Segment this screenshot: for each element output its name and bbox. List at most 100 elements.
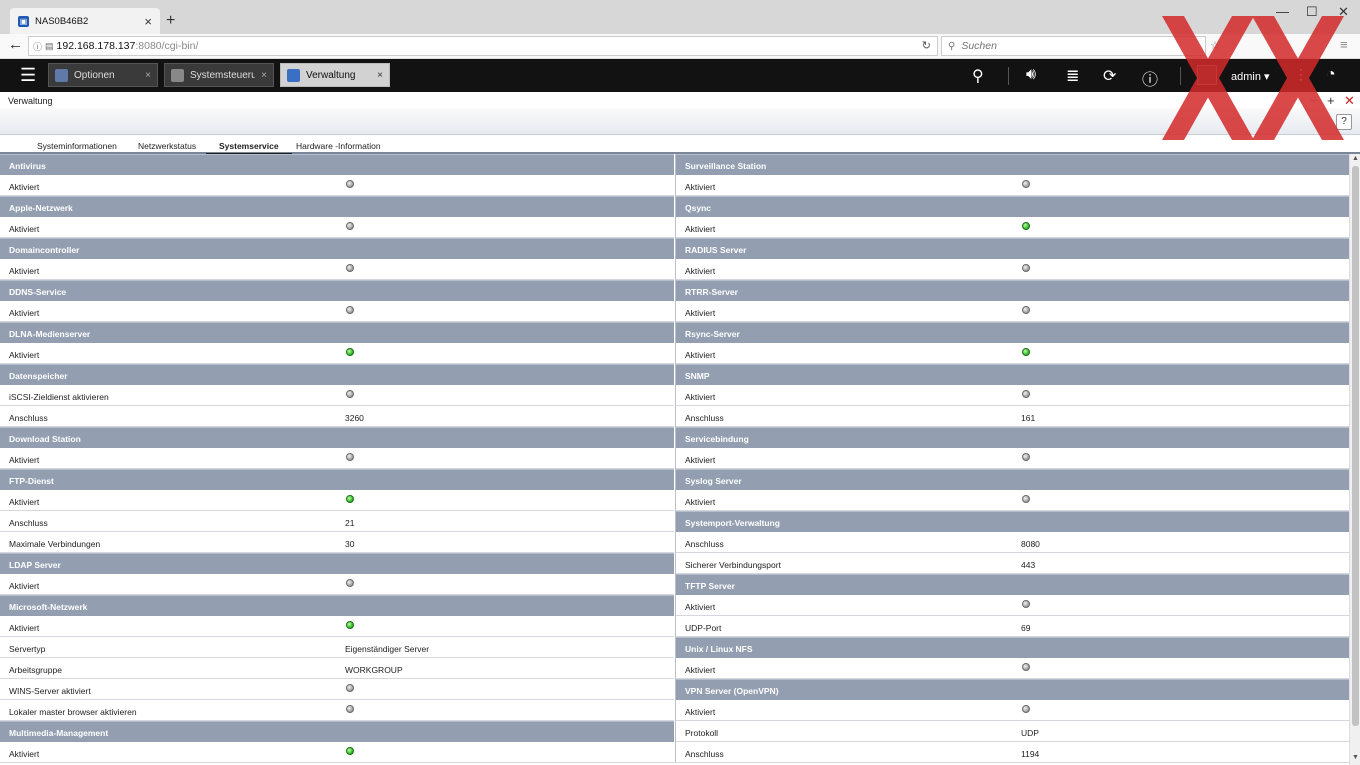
status-on-icon [346, 348, 354, 356]
status-off-icon [1022, 306, 1030, 314]
url-bar[interactable]: ⓘ ▤ 192.168.178.137 :8080/cgi-bin/ ↻ [28, 36, 938, 56]
row-label: Anschluss [685, 749, 724, 759]
row-value: 21 [345, 518, 355, 528]
avatar[interactable] [1197, 65, 1217, 85]
row-label: Aktiviert [9, 224, 40, 234]
section-header-dlna-medienserver: DLNA-Medienserver [0, 322, 674, 343]
app-tab-label: Optionen [74, 69, 115, 81]
tab-netzwerkstatus[interactable]: Netzwerkstatus [138, 141, 197, 151]
status-off-icon [346, 579, 354, 587]
section-header-radius-server: RADIUS Server [676, 238, 1349, 259]
service-row: Aktiviert [0, 301, 674, 322]
status-off-icon [1022, 453, 1030, 461]
status-on-icon [1022, 348, 1030, 356]
tab-hardware-information[interactable]: Hardware -Information [296, 141, 381, 151]
scroll-thumb[interactable] [1352, 166, 1359, 726]
scroll-down-arrow-icon[interactable]: ▼ [1352, 754, 1359, 761]
service-row: Anschluss 21 [0, 511, 674, 532]
subtab-bar: Systeminformationen Netzwerkstatus Syste… [0, 136, 1360, 155]
service-row: Arbeitsgruppe WORKGROUP [0, 658, 674, 679]
browser-tab[interactable]: ▣ NAS0B46B2 × [10, 8, 160, 34]
app-tab-label: Verwaltung [306, 69, 356, 81]
service-row: Aktiviert [0, 574, 674, 595]
vertical-scrollbar[interactable]: ▲ ▼ [1349, 154, 1360, 765]
status-off-icon [1022, 663, 1030, 671]
window-close-icon[interactable]: ✕ [1338, 4, 1349, 19]
section-header-datenspeicher: Datenspeicher [0, 364, 674, 385]
row-label: Protokoll [685, 728, 719, 738]
bookmark-star-icon[interactable]: ☆ [1210, 40, 1220, 52]
section-header-antivirus: Antivirus [0, 154, 674, 175]
row-label: Anschluss [9, 413, 48, 423]
status-off-icon [346, 453, 354, 461]
search-icon: ⚲ [948, 40, 956, 52]
url-path: :8080/cgi-bin/ [135, 40, 199, 52]
section-header-qsync: Qsync [676, 196, 1349, 217]
hamburger-icon[interactable]: ☰ [20, 65, 37, 85]
tab-systemservice[interactable]: Systemservice [206, 141, 292, 155]
search-bar[interactable]: ⚲ [941, 36, 1206, 56]
close-icon[interactable]: × [377, 69, 383, 81]
row-label: Aktiviert [9, 623, 40, 633]
close-tab-icon[interactable]: × [144, 13, 152, 29]
volume-icon[interactable]: 🔊︎ [1026, 66, 1037, 83]
section-header-ldap-server: LDAP Server [0, 553, 674, 574]
section-header-systemport-verwaltung: Systemport-Verwaltung [676, 511, 1349, 532]
service-row: Anschluss 1194 [676, 742, 1349, 763]
back-arrow-icon[interactable]: ← [8, 36, 23, 53]
browser-menu-icon[interactable]: ≡ [1340, 37, 1348, 52]
row-label: Aktiviert [9, 581, 40, 591]
info-icon[interactable]: ⓘ [1142, 72, 1159, 89]
service-row: UDP-Port 69 [676, 616, 1349, 637]
service-row: Protokoll UDP [676, 721, 1349, 742]
dashboard-icon[interactable]: ◔ [1326, 66, 1336, 83]
service-row: Aktiviert [676, 259, 1349, 280]
service-row: Aktiviert [676, 343, 1349, 364]
close-icon[interactable]: × [261, 69, 267, 81]
row-value: 69 [1021, 623, 1031, 633]
close-icon[interactable]: ✕ [1344, 93, 1355, 108]
help-icon[interactable]: ? [1336, 114, 1352, 130]
browser-toolbar: ← ⓘ ▤ 192.168.178.137 :8080/cgi-bin/ ↻ ⚲… [0, 34, 1360, 59]
app-tab-optionen[interactable]: Optionen × [48, 63, 158, 87]
scroll-up-arrow-icon[interactable]: ▲ [1352, 155, 1359, 162]
status-off-icon [346, 222, 354, 230]
window-maximize-icon[interactable]: ☐ [1306, 4, 1318, 19]
minimize-icon[interactable]: − [1310, 93, 1318, 108]
row-label: Aktiviert [9, 182, 40, 192]
section-header-ddns-service: DDNS-Service [0, 280, 674, 301]
window-minimize-icon[interactable]: — [1276, 4, 1289, 19]
row-label: Anschluss [685, 413, 724, 423]
sync-icon[interactable]: ⟳ [1103, 68, 1117, 85]
browser-tab-title: NAS0B46B2 [35, 15, 89, 27]
reload-icon[interactable]: ↻ [921, 40, 931, 52]
service-row: Anschluss 8080 [676, 532, 1349, 553]
service-list: Antivirus Aktiviert Apple-Netzwerk Aktivier… [0, 154, 1349, 765]
row-value: UDP [1021, 728, 1039, 738]
app-tab-verwaltung[interactable]: Verwaltung × [280, 63, 390, 87]
service-row: Anschluss 161 [676, 406, 1349, 427]
browser-search-input[interactable] [961, 40, 1162, 52]
row-label: Aktiviert [9, 308, 40, 318]
page-icon: ▤ [45, 40, 54, 51]
row-label: Aktiviert [685, 266, 716, 276]
app-tab-label: Systemsteueru... [190, 69, 256, 81]
app-tab-systemsteuerung[interactable]: Systemsteueru... × [164, 63, 274, 87]
section-header-surveillance-station: Surveillance Station [676, 154, 1349, 175]
close-icon[interactable]: × [145, 69, 151, 81]
tab-systeminformationen[interactable]: Systeminformationen [37, 141, 117, 151]
user-menu[interactable]: admin ▾ [1231, 71, 1270, 83]
search-icon[interactable]: ⚲ [972, 68, 984, 85]
service-row: Aktiviert [676, 175, 1349, 196]
new-tab-icon[interactable]: + [166, 12, 176, 29]
row-label: Anschluss [685, 539, 724, 549]
more-vertical-icon[interactable]: ⋮ [1294, 66, 1308, 82]
maximize-icon[interactable]: + [1327, 93, 1335, 108]
service-row: Aktiviert [0, 448, 674, 469]
service-column-left: Antivirus Aktiviert Apple-Netzwerk Aktivier… [0, 154, 674, 763]
row-label: Aktiviert [685, 455, 716, 465]
info-circle-icon[interactable]: ⓘ [33, 41, 43, 52]
row-label: Maximale Verbindungen [9, 539, 101, 549]
row-label: iSCSI-Zieldienst aktivieren [9, 392, 109, 402]
stack-icon[interactable]: ≣ [1066, 68, 1080, 85]
